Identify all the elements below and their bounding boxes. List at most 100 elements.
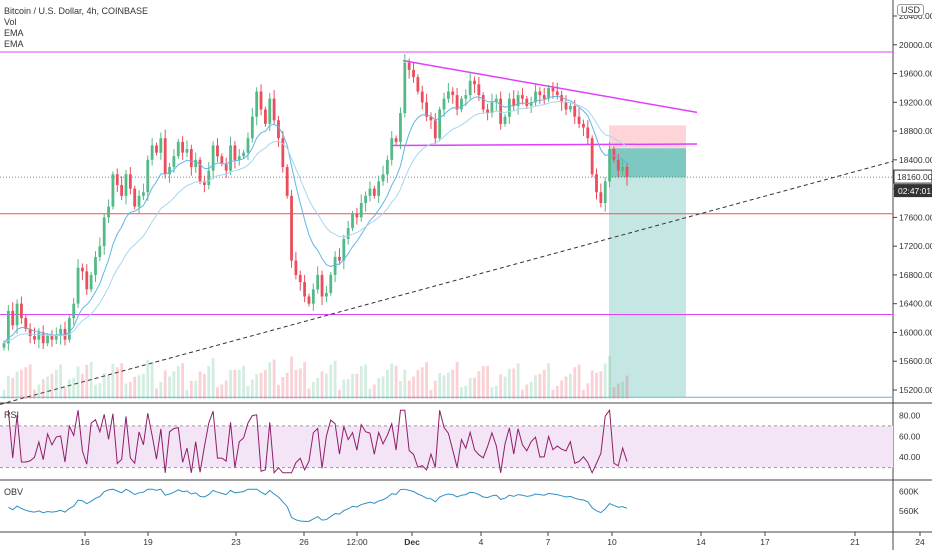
ascending-trendline [0, 160, 894, 405]
candle-body [246, 138, 250, 153]
candle-body [320, 274, 324, 297]
volume-bar [54, 369, 58, 399]
volume-bar [403, 369, 407, 399]
volume-bar [28, 364, 32, 399]
volume-bar [429, 389, 433, 399]
volume-bar [446, 372, 450, 399]
price-tick-label: 16800.00 [899, 270, 932, 280]
indicator-vol[interactable]: Vol [4, 17, 17, 27]
candle-body [324, 292, 328, 297]
candle-body [250, 116, 254, 139]
candle-body [259, 91, 263, 110]
candle-body [15, 303, 19, 326]
candle-body [224, 163, 228, 171]
candle-body [142, 192, 145, 196]
candle-body [503, 116, 507, 124]
candle-body [290, 195, 293, 261]
candle-body [608, 149, 611, 182]
stop-loss-zone [609, 125, 686, 149]
time-tick-label: 23 [231, 537, 241, 547]
volume-bar [120, 363, 124, 399]
candle-body [146, 159, 150, 193]
volume-bar [102, 373, 106, 399]
volume-bar [268, 362, 272, 399]
candle-body [24, 318, 28, 329]
indicator-ema-2[interactable]: EMA [4, 39, 24, 49]
candle-body [429, 116, 433, 121]
ema-line-slow [3, 100, 628, 344]
candle-body [2, 343, 6, 348]
price-tick-label: 15200.00 [899, 385, 932, 395]
volume-bar [608, 355, 611, 399]
volume-bar [433, 380, 437, 399]
volume-bar [425, 362, 428, 399]
neckline [392, 143, 698, 147]
candle-body [468, 80, 472, 96]
volume-bar [525, 384, 529, 399]
volume-bar [416, 370, 420, 399]
currency-badge[interactable]: USD [896, 4, 924, 16]
candle-body [263, 109, 267, 124]
candle-body [59, 328, 63, 337]
candle-body [616, 159, 620, 171]
volume-bar [194, 380, 198, 399]
volume-bar [185, 389, 189, 399]
volume-bar [24, 367, 28, 399]
volume-bar [46, 376, 49, 399]
candle-body [137, 195, 141, 207]
obv-line [8, 488, 628, 522]
volume-bar [460, 387, 463, 399]
candle-body [464, 95, 468, 99]
price-tick-label: 17600.00 [899, 212, 932, 222]
candle-body [194, 159, 198, 168]
indicator-ema-1[interactable]: EMA [4, 28, 24, 38]
candle-body [595, 174, 598, 193]
volume-bar [547, 363, 550, 399]
volume-bar [494, 385, 498, 399]
candle-body [220, 156, 224, 164]
candle-body [41, 332, 45, 344]
price-tick-label: 19200.00 [899, 97, 932, 107]
candle-body [198, 159, 202, 182]
time-tick-label: 21 [850, 537, 860, 547]
volume-bar [15, 371, 19, 399]
candle-body [37, 332, 41, 340]
candle-body [368, 188, 372, 196]
candle-body [412, 69, 415, 78]
candle-body [582, 123, 585, 128]
time-tick-label: Dec [404, 537, 420, 547]
candle-body [85, 271, 89, 290]
volume-bar [203, 373, 206, 399]
volume-bar [298, 368, 302, 399]
volume-bar [603, 363, 607, 399]
time-tick-label: 14 [696, 537, 706, 547]
volume-bar [316, 378, 320, 399]
volume-bar [351, 374, 354, 399]
volume-bar [233, 370, 237, 399]
candle-body [403, 62, 407, 114]
volume-bar [290, 356, 293, 399]
time-tick-label: 7 [546, 537, 551, 547]
rsi-line [7, 408, 628, 475]
volume-bar [20, 370, 23, 399]
time-tick-label: 4 [479, 537, 484, 547]
volume-bar [385, 370, 389, 399]
volume-bar [168, 376, 171, 399]
volume-bar [512, 368, 516, 399]
candle-body [89, 274, 93, 290]
volume-bar [263, 370, 267, 399]
volume-bar [355, 373, 359, 399]
candle-body [420, 91, 424, 103]
volume-bar [390, 363, 394, 399]
volume-bar [259, 372, 263, 399]
candle-body [181, 141, 185, 153]
symbol-title[interactable]: Bitcoin / U.S. Dollar, 4h, COINBASE [4, 6, 149, 16]
candle-body [233, 145, 237, 160]
volume-bar [577, 364, 581, 399]
volume-bar [359, 366, 363, 399]
price-tick-label: 19600.00 [899, 69, 932, 79]
candle-body [590, 138, 594, 175]
candle-body [346, 228, 350, 239]
